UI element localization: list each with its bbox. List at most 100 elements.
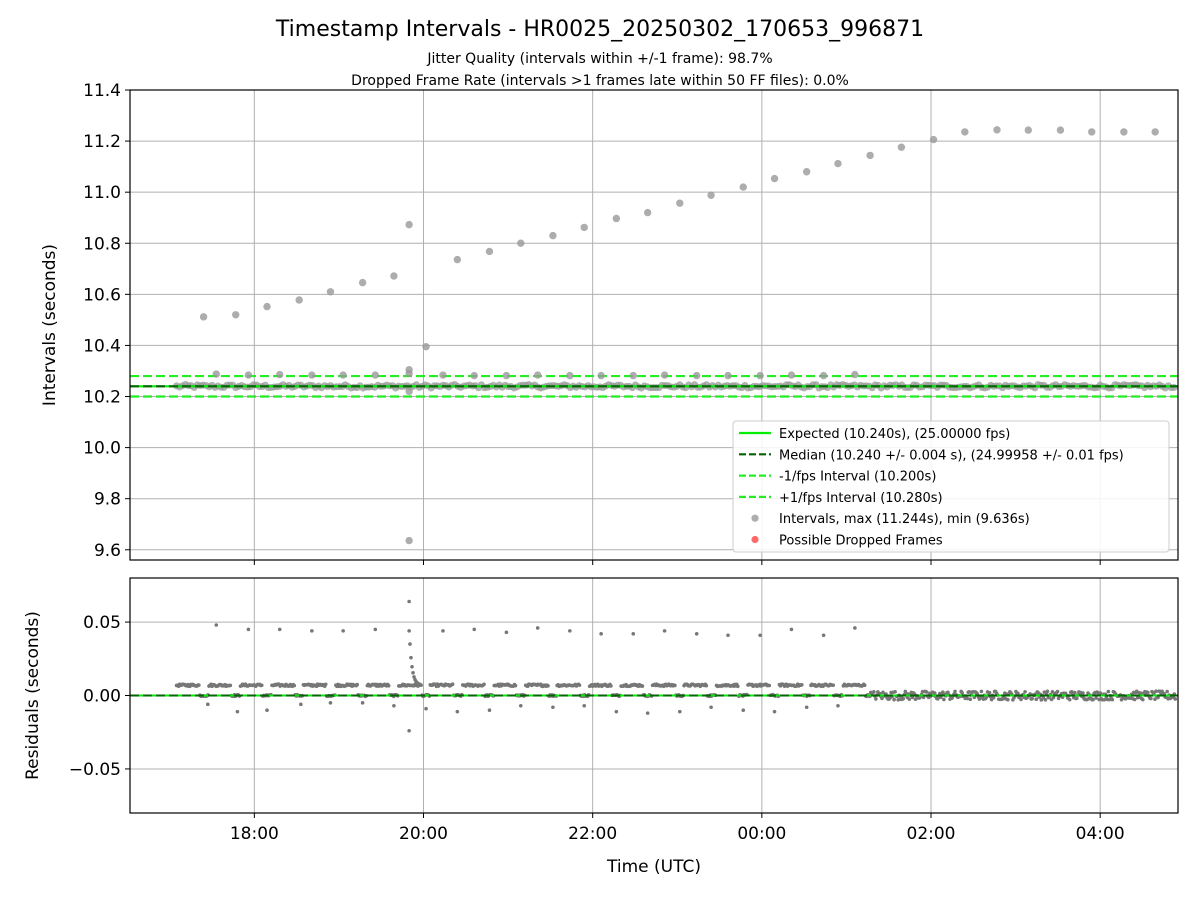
residual-band-point <box>1138 691 1143 695</box>
residual-point <box>694 632 699 636</box>
residual-point <box>246 627 251 632</box>
residual-band-point <box>1006 697 1010 702</box>
interval-point <box>405 387 413 396</box>
residual-band-point <box>799 683 804 687</box>
residual-band-point <box>924 690 929 694</box>
residual-point <box>568 629 572 633</box>
residual-band-point <box>1132 697 1137 702</box>
residual-band-point <box>546 684 550 688</box>
legend-label: Expected (10.240s), (25.00000 fps) <box>779 427 1010 442</box>
interval-point <box>1088 128 1096 136</box>
residual-point <box>424 706 428 711</box>
legend-label: +1/fps Interval (10.280s) <box>779 491 943 506</box>
legend-label: Intervals, max (11.244s), min (9.636s) <box>779 512 1030 527</box>
residual-band-point <box>228 683 233 688</box>
interval-point <box>244 371 253 379</box>
interval-point <box>961 128 969 136</box>
residual-point <box>772 709 777 714</box>
residual-band-point <box>513 683 518 688</box>
residual-band-point <box>409 655 413 660</box>
residual-band-point <box>965 696 970 701</box>
residual-band-point <box>880 696 884 701</box>
y-tick-label: 9.8 <box>94 490 121 510</box>
residual-band-point <box>292 683 297 688</box>
y-tick-label: 0.05 <box>83 613 121 633</box>
residual-band-point <box>1045 689 1050 694</box>
interval-point <box>199 313 208 321</box>
residual-point <box>631 632 636 636</box>
residual-point <box>821 633 826 638</box>
interval-point <box>643 208 652 217</box>
residual-band-point <box>1098 691 1102 695</box>
chart-subtitle-jitter: Jitter Quality (intervals within +/-1 fr… <box>426 51 772 67</box>
interval-point <box>693 371 701 380</box>
residual-band-point <box>640 684 645 688</box>
residual-band-point <box>1034 697 1039 702</box>
residual-point <box>758 633 762 638</box>
residual-point <box>373 627 378 632</box>
residual-point <box>709 705 713 710</box>
residuals-panel: −0.05 0.00 0.05 18:00 20:00 22:00 00:00 02:00 04… <box>23 577 1179 877</box>
residual-point <box>804 705 809 710</box>
interval-point <box>390 272 398 280</box>
legend-label: -1/fps Interval (10.200s) <box>779 470 936 485</box>
residual-point <box>214 623 219 627</box>
residual-band-point <box>967 689 972 694</box>
interval-point <box>502 371 511 380</box>
interval-point <box>897 143 906 151</box>
residual-point <box>645 711 650 715</box>
interval-point <box>549 231 557 240</box>
residual-band-point <box>767 683 772 688</box>
residual-band-point <box>946 690 950 695</box>
residual-band-point <box>1146 690 1150 695</box>
interval-point <box>517 239 525 247</box>
interval-point <box>326 288 335 296</box>
residual-point <box>299 702 303 707</box>
residual-point <box>853 626 857 630</box>
interval-point <box>1024 126 1032 134</box>
residual-band-point <box>907 697 912 701</box>
y-tick-label: 11.2 <box>83 132 121 152</box>
residual-band-point <box>979 689 984 694</box>
residual-band-point <box>482 682 486 687</box>
interval-point <box>422 343 430 351</box>
y-tick-label: 11.4 <box>83 81 121 101</box>
legend-swatch-dot <box>751 514 759 522</box>
interval-point <box>439 371 447 379</box>
x-tick-label: 02:00 <box>907 824 956 844</box>
residual-band-point <box>386 683 391 688</box>
interval-point <box>612 214 621 223</box>
interval-point <box>707 191 715 199</box>
residual-band-point <box>1094 696 1098 700</box>
x-tick-label: 04:00 <box>1076 824 1125 844</box>
y-tick-label: 9.6 <box>94 541 121 561</box>
legend-swatch-dot <box>751 535 759 544</box>
residual-band-point <box>831 683 836 687</box>
residual-band-point <box>410 664 414 669</box>
residual-band-point <box>874 697 878 701</box>
residual-band-point <box>1055 689 1060 694</box>
residual-point <box>504 630 509 635</box>
residual-band-point <box>1156 695 1160 700</box>
residual-band-point <box>408 642 412 646</box>
interval-point <box>263 302 271 311</box>
residual-band-point <box>577 683 582 687</box>
interval-point <box>1151 128 1159 136</box>
residual-band-point <box>960 691 964 695</box>
residual-band-point <box>1016 691 1020 696</box>
residual-band-point <box>1173 697 1178 701</box>
residual-point <box>677 709 682 714</box>
residual-point <box>726 633 730 638</box>
residual-point <box>407 728 411 733</box>
residual-point <box>551 705 555 710</box>
residual-point <box>455 709 460 714</box>
interval-point <box>295 296 303 304</box>
y-tick-label: 11.0 <box>83 183 121 203</box>
residual-band-point <box>197 683 201 687</box>
residual-band <box>174 642 1178 702</box>
residual-band-point <box>953 689 957 694</box>
residual-band-point <box>1165 689 1169 694</box>
residual-point <box>518 703 523 708</box>
interval-point <box>866 151 874 160</box>
interval-point <box>566 371 574 380</box>
